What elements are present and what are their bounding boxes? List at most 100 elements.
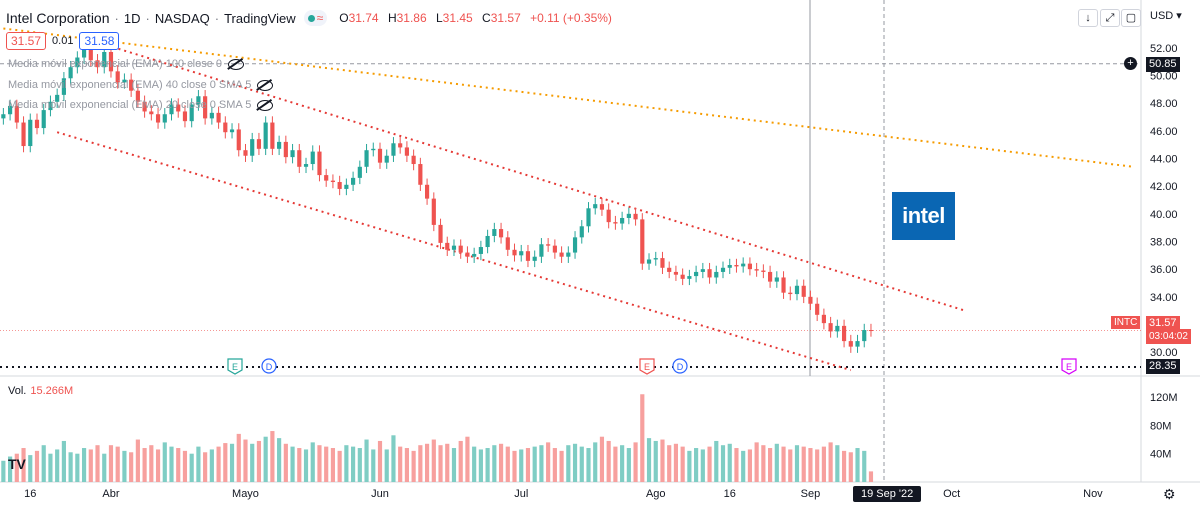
candle-body: [142, 101, 147, 112]
candle-body: [626, 213, 631, 218]
candle-body: [768, 271, 773, 282]
countdown-tag: 03:04:02: [1146, 329, 1191, 344]
time-tick-label: Nov: [1083, 488, 1103, 500]
trendline-orange: [3, 27, 1134, 168]
hidden-eye-icon[interactable]: [228, 58, 244, 70]
candle-body: [68, 67, 73, 79]
candle-body: [774, 277, 779, 282]
tradingview-logo[interactable]: TV: [8, 456, 26, 472]
collapse-button[interactable]: ⤢: [1100, 9, 1120, 27]
candle-body: [236, 129, 241, 151]
candle-body: [75, 57, 80, 68]
price-tick-label: 50.00: [1150, 71, 1178, 83]
candle-body: [606, 209, 611, 223]
candle-body: [169, 104, 174, 115]
volume-bar: [559, 450, 564, 482]
volume-tick-label: 120M: [1150, 392, 1178, 404]
buy-price-button[interactable]: 31.58: [79, 32, 120, 50]
volume-bar: [14, 453, 19, 482]
volume-bar: [404, 448, 409, 482]
candle-body: [384, 155, 389, 163]
candle-body: [572, 237, 578, 253]
volume-bar: [357, 448, 362, 482]
symbol-name[interactable]: Intel Corporation: [6, 10, 110, 26]
volume-bar: [633, 442, 638, 482]
candle-body: [700, 269, 705, 272]
currency-selector[interactable]: USD ▾: [1150, 10, 1182, 22]
candle-body: [761, 270, 766, 272]
candle-body: [808, 296, 813, 304]
dividend-marker: [672, 358, 688, 374]
volume-bar: [270, 431, 275, 482]
indicator-ema-20[interactable]: Media móvil exponencial (EMA) 20 close 0…: [8, 99, 274, 111]
volume-bar: [747, 449, 752, 482]
candle-body: [727, 265, 732, 268]
volume-bar: [687, 450, 692, 482]
indicator-ema-40[interactable]: Media móvil exponencial (EMA) 40 close 0…: [8, 79, 274, 91]
volume-bar: [216, 446, 221, 482]
volume-bar: [196, 446, 201, 482]
volume-bar: [88, 449, 93, 482]
gear-icon[interactable]: ⚙: [1163, 486, 1176, 502]
volume-bar: [774, 443, 779, 482]
volume-tick-label: 80M: [1150, 420, 1171, 432]
candle-body: [1, 114, 6, 119]
candle-body: [229, 129, 235, 133]
volume-bar: [330, 448, 336, 482]
volume-bar: [250, 443, 255, 482]
volume-bar: [707, 446, 712, 482]
volume-bar: [519, 449, 524, 482]
price-tick-label: 42.00: [1150, 181, 1178, 193]
candle-body: [48, 101, 53, 111]
time-tick-label: 16: [724, 488, 736, 500]
volume-bar: [41, 445, 46, 482]
arrow-down-button[interactable]: ↓: [1078, 9, 1098, 27]
candle-body: [781, 277, 786, 293]
candle-body: [512, 249, 517, 256]
hidden-eye-icon[interactable]: [257, 79, 274, 91]
candle-body: [694, 271, 699, 277]
candle-body: [351, 177, 356, 185]
market-status-toggle[interactable]: ≈: [303, 10, 328, 26]
candle-body: [546, 244, 551, 246]
volume-bar: [34, 450, 40, 482]
volume-bar: [794, 445, 800, 482]
candle-body: [209, 112, 214, 119]
candle-body: [81, 46, 87, 58]
candle-body: [182, 111, 188, 122]
crosshair-price-tag: 50.85: [1146, 57, 1180, 72]
candle-body: [673, 271, 679, 275]
volume-bar: [28, 455, 33, 482]
volume-bar: [424, 443, 430, 482]
earnings-marker-letter: E: [1066, 362, 1072, 372]
volume-bar: [324, 446, 329, 482]
earnings-marker-letter: E: [644, 362, 650, 372]
volume-bar: [525, 448, 531, 482]
candle-body: [451, 245, 457, 250]
volume-bar: [505, 446, 510, 482]
volume-bar: [108, 445, 114, 482]
indicator-ema-100[interactable]: Media móvil exponencial (EMA) 100 close …: [8, 58, 244, 70]
volume-tick-label: 40M: [1150, 449, 1171, 461]
candle-body: [277, 141, 282, 149]
time-tick-label: 16: [24, 488, 36, 500]
hidden-eye-icon[interactable]: [257, 99, 274, 111]
volume-bar: [377, 440, 383, 482]
fullscreen-button[interactable]: ▢: [1121, 9, 1141, 27]
candle-body: [263, 122, 268, 149]
volume-bar: [694, 448, 699, 482]
candle-body: [862, 330, 867, 342]
volume-label: Vol. 15.266M: [8, 385, 74, 397]
candle-body: [216, 112, 221, 123]
sell-price-button[interactable]: 31.57: [6, 32, 47, 50]
candle-body: [250, 139, 255, 156]
volume-bar: [236, 433, 241, 482]
interval-label[interactable]: 1D: [123, 10, 141, 26]
dividend-marker-letter: D: [266, 362, 273, 372]
add-alert-icon[interactable]: +: [1124, 57, 1137, 70]
volume-bar: [815, 449, 820, 482]
candle-body: [324, 175, 329, 181]
candle-body: [371, 148, 376, 151]
volume-bar: [593, 442, 598, 482]
